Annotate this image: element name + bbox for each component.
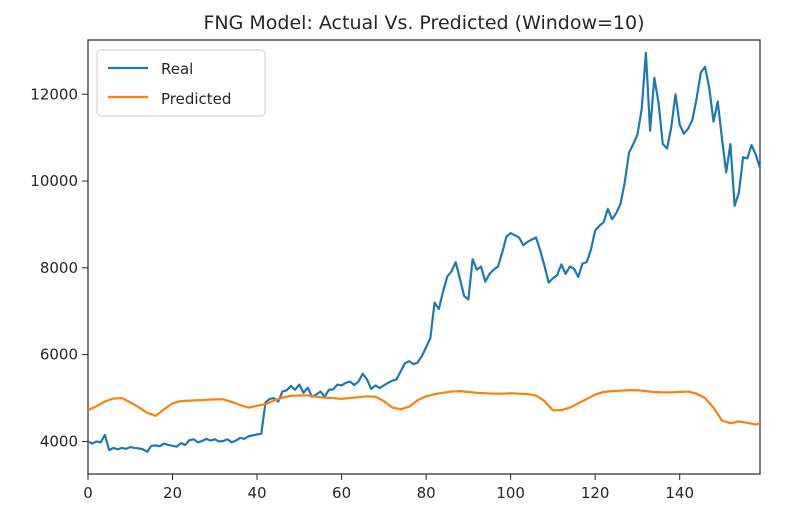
y-tick-label: 6000 bbox=[40, 346, 78, 364]
y-tick-label: 8000 bbox=[40, 259, 78, 277]
legend-label-real: Real bbox=[161, 60, 193, 78]
x-tick-label: 40 bbox=[248, 484, 267, 502]
legend: Real Predicted bbox=[96, 49, 266, 117]
x-tick-label: 140 bbox=[665, 484, 694, 502]
series-layer bbox=[87, 51, 762, 453]
x-tick-label: 100 bbox=[496, 484, 525, 502]
y-axis: 4000 6000 8000 10000 12000 bbox=[30, 85, 88, 450]
x-tick-label: 20 bbox=[163, 484, 182, 502]
x-axis: 0 20 40 60 80 100 120 140 bbox=[83, 474, 694, 502]
x-tick-label: 120 bbox=[581, 484, 610, 502]
y-tick-label: 4000 bbox=[40, 432, 78, 450]
series-line-real bbox=[87, 51, 762, 453]
legend-frame bbox=[96, 49, 266, 117]
x-tick-label: 80 bbox=[417, 484, 436, 502]
series-line-predicted bbox=[87, 389, 761, 426]
x-tick-label: 60 bbox=[332, 484, 351, 502]
legend-label-predicted: Predicted bbox=[161, 90, 231, 108]
x-tick-label: 0 bbox=[83, 484, 93, 502]
y-tick-label: 10000 bbox=[30, 172, 78, 190]
chart-title: FNG Model: Actual Vs. Predicted (Window=… bbox=[204, 12, 645, 34]
y-tick-label: 12000 bbox=[30, 85, 78, 103]
